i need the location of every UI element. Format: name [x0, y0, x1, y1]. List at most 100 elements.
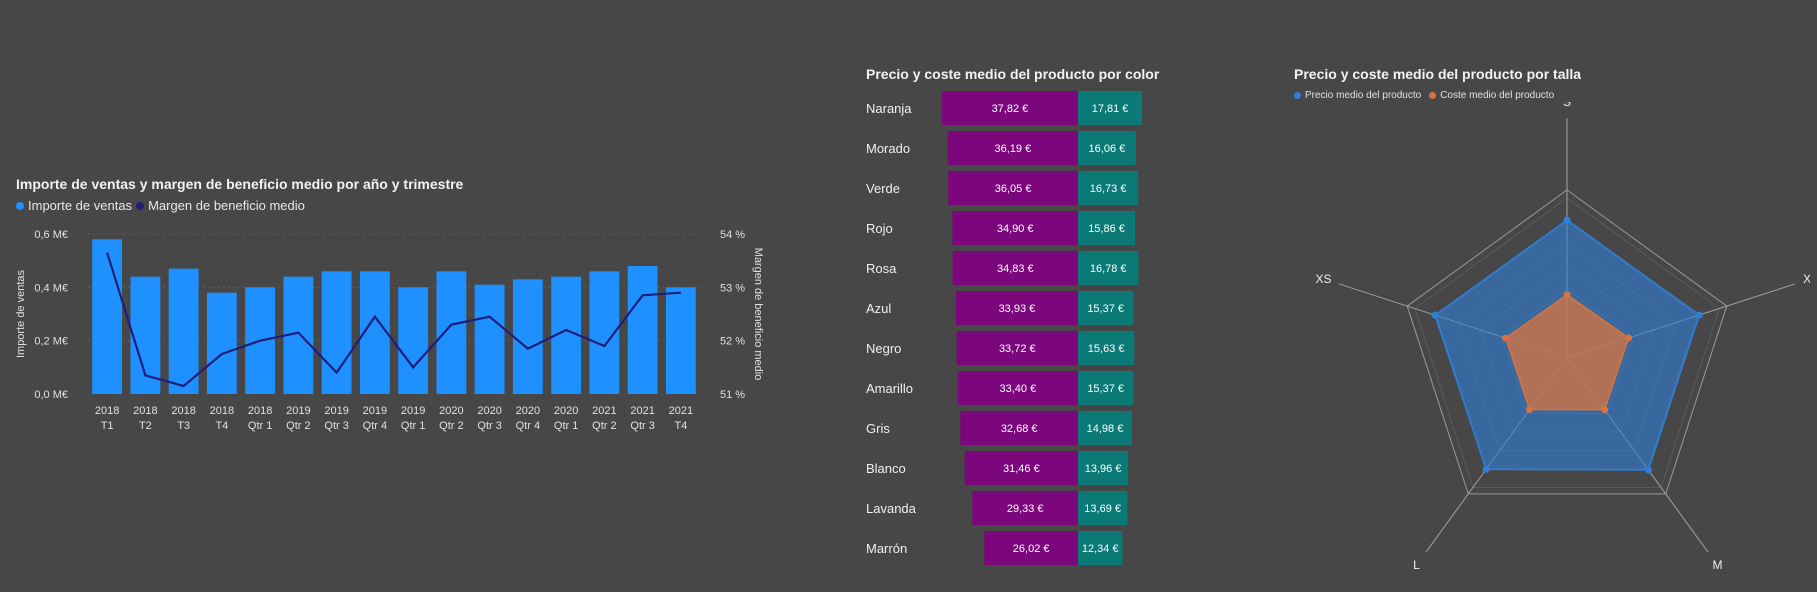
bar-price: [957, 371, 1078, 405]
data-label-cost: 16,78 €: [1090, 263, 1127, 275]
data-label-price: 33,93 €: [999, 303, 1036, 315]
bar-cost: [1078, 531, 1123, 565]
x-tick-quarter: Qtr 2: [439, 420, 463, 432]
y-tick-label: 0,6 M€: [34, 229, 68, 241]
bar-cost: [1078, 331, 1135, 365]
y2-tick-label: 51 %: [720, 389, 745, 401]
data-label-price: 32,68 €: [1001, 423, 1038, 435]
category-label: Marrón: [866, 541, 907, 556]
y2-tick-label: 52 %: [720, 336, 745, 348]
data-label-price: 29,33 €: [1007, 503, 1044, 515]
radar-point-price: [1644, 466, 1652, 474]
category-label: Rojo: [866, 221, 893, 236]
data-label-price: 34,90 €: [997, 223, 1034, 235]
y-axis-title: Importe de ventas: [15, 269, 27, 358]
bar-sales: [92, 239, 123, 394]
bar-sales: [398, 287, 429, 394]
category-label: Lavanda: [866, 501, 917, 516]
legend-dot-margin-icon: [136, 201, 145, 210]
color-chart-plot[interactable]: Naranja 37,82 € 17,81 € Morado 36,19 € 16,06 …: [860, 82, 1190, 572]
category-label: Azul: [866, 301, 891, 316]
data-label-price: 34,83 €: [997, 263, 1034, 275]
radar-axis-label: XL: [1803, 272, 1810, 286]
radar-axis-label: S: [1563, 102, 1571, 109]
legend-dot-price-icon: [1294, 92, 1301, 99]
category-label: Naranja: [866, 101, 912, 116]
data-label-cost: 15,37 €: [1087, 383, 1124, 395]
bar-cost: [1078, 411, 1132, 445]
x-tick-year: 2019: [324, 405, 348, 417]
bar-cost: [1078, 491, 1128, 525]
combo-legend: Importe de ventas Margen de beneficio me…: [16, 198, 305, 213]
radar-chart-plot[interactable]: S XL M L XS: [1290, 102, 1810, 582]
x-tick-quarter: T1: [101, 420, 114, 432]
color-chart-panel: Precio y coste medio del producto por co…: [860, 62, 1190, 572]
radar-point-price: [1482, 465, 1490, 473]
legend-item-sales[interactable]: Importe de ventas: [16, 198, 132, 213]
radar-grid-ring: [1414, 197, 1720, 488]
category-label: Blanco: [866, 461, 906, 476]
data-label-price: 36,19 €: [995, 143, 1032, 155]
data-label-cost: 16,73 €: [1090, 183, 1127, 195]
data-label-cost: 15,37 €: [1087, 303, 1124, 315]
combo-chart-title: Importe de ventas y margen de beneficio …: [16, 176, 464, 192]
category-label: Verde: [866, 181, 900, 196]
bar-price: [952, 211, 1078, 245]
data-label-cost: 12,34 €: [1082, 543, 1119, 555]
radar-frame: [1406, 189, 1728, 495]
radar-axis-label: L: [1413, 558, 1420, 572]
y2-tick-label: 54 %: [720, 229, 745, 241]
x-tick-year: 2018: [95, 405, 119, 417]
x-tick-year: 2018: [248, 405, 272, 417]
x-tick-year: 2020: [439, 405, 463, 417]
x-tick-quarter: Qtr 2: [592, 420, 616, 432]
legend-item-cost[interactable]: Coste medio del producto: [1429, 90, 1554, 101]
bar-cost: [1078, 251, 1139, 285]
bar-sales: [206, 292, 237, 394]
y-tick-label: 0,2 M€: [34, 336, 68, 348]
bar-cost: [1078, 451, 1129, 485]
bar-price: [964, 451, 1078, 485]
category-label: Rosa: [866, 261, 897, 276]
x-tick-year: 2021: [592, 405, 616, 417]
legend-item-margin[interactable]: Margen de beneficio medio: [136, 198, 305, 213]
data-label-price: 33,72 €: [999, 343, 1036, 355]
color-chart-title: Precio y coste medio del producto por co…: [866, 66, 1160, 82]
legend-label-price: Precio medio del producto: [1305, 90, 1422, 101]
x-tick-quarter: Qtr 2: [286, 420, 310, 432]
data-label-price: 31,46 €: [1003, 463, 1040, 475]
data-label-cost: 14,98 €: [1087, 423, 1124, 435]
radar-point-cost: [1502, 334, 1510, 342]
legend-label-margin: Margen de beneficio medio: [148, 198, 305, 213]
legend-dot-sales-icon: [16, 201, 24, 210]
bar-sales: [665, 287, 696, 394]
combo-chart-plot[interactable]: 0,0 M€ 0,2 M€ 0,4 M€ 0,6 M€ 51 % 52 % 53 % 54 %…: [0, 210, 780, 460]
data-label-cost: 15,63 €: [1088, 343, 1125, 355]
line-margin: [106, 252, 681, 388]
radar-point-cost: [1601, 406, 1609, 414]
y2-axis-title: Margen de beneficio medio: [752, 248, 764, 381]
x-tick-quarter: Qtr 3: [324, 420, 348, 432]
x-tick-quarter: Qtr 3: [630, 420, 654, 432]
category-label: Gris: [866, 421, 890, 436]
x-tick-year: 2018: [171, 405, 195, 417]
x-tick-quarter: Qtr 1: [248, 420, 272, 432]
bar-sales: [436, 271, 467, 394]
bar-sales: [474, 284, 505, 394]
data-label-cost: 15,86 €: [1088, 223, 1125, 235]
category-label: Morado: [866, 141, 910, 156]
bar-price: [948, 171, 1078, 205]
legend-label-sales: Importe de ventas: [28, 198, 133, 213]
bar-price: [952, 251, 1078, 285]
data-label-cost: 13,96 €: [1085, 463, 1122, 475]
bar-price: [972, 491, 1078, 525]
data-label-cost: 16,06 €: [1089, 143, 1126, 155]
radar-point-price: [1563, 216, 1571, 224]
x-tick-year: 2019: [401, 405, 425, 417]
x-tick-year: 2018: [133, 405, 157, 417]
legend-item-price[interactable]: Precio medio del producto: [1294, 90, 1421, 101]
data-label-price: 26,02 €: [1013, 543, 1050, 555]
radar-point-price: [1431, 311, 1439, 319]
x-tick-quarter: T3: [177, 420, 190, 432]
x-tick-quarter: T4: [215, 420, 228, 432]
